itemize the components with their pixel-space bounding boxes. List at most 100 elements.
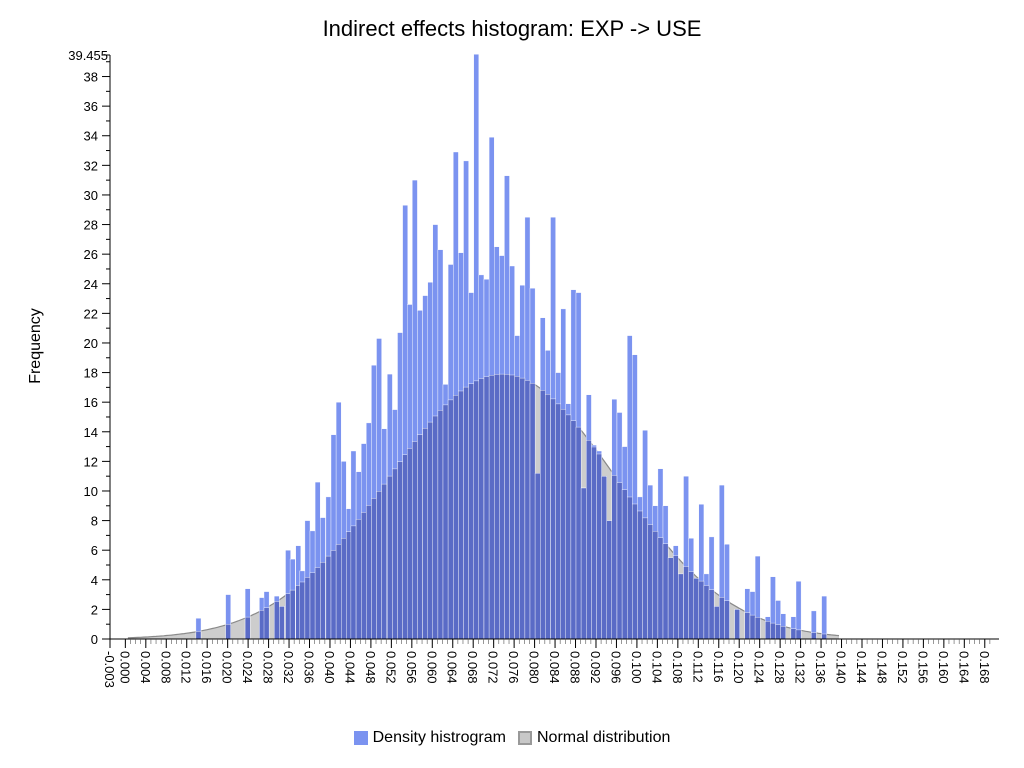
overlap-bar — [647, 524, 654, 640]
chart-title: Indirect effects histogram: EXP -> USE — [323, 16, 702, 41]
overlap-bar — [473, 380, 480, 640]
overlap-bar — [611, 475, 618, 640]
y-tick-label: 34 — [84, 129, 98, 144]
overlap-bar — [195, 631, 202, 640]
y-tick-label: 26 — [84, 247, 98, 262]
overlap-bar — [580, 487, 587, 640]
histogram-chart: Indirect effects histogram: EXP -> USE F… — [27, 16, 999, 688]
overlap-bar — [765, 621, 771, 640]
y-tick-label: 14 — [84, 425, 98, 440]
x-tick-label: 0.044 — [342, 651, 357, 684]
y-tick-label: 4 — [91, 573, 98, 588]
overlap-bar — [468, 383, 474, 640]
x-tick-label: 0.012 — [179, 651, 194, 684]
x-tick-label: 0.104 — [649, 651, 664, 684]
overlap-bar — [314, 567, 321, 640]
x-tick-label: 0.004 — [138, 651, 153, 684]
overlap-bar — [366, 505, 372, 640]
x-tick-label: 0.112 — [690, 651, 705, 683]
overlap-bar — [371, 498, 377, 640]
x-tick-label: 0.028 — [261, 651, 276, 684]
overlap-bar — [724, 600, 730, 640]
overlap-bar — [299, 581, 306, 640]
overlap-bar — [790, 628, 797, 640]
overlap-bar — [540, 390, 546, 640]
overlap-bar — [529, 383, 536, 640]
overlap-bar — [463, 386, 469, 640]
x-tick-label: 0.148 — [875, 651, 890, 684]
overlap-bar — [780, 626, 787, 640]
overlap-bar — [591, 446, 597, 640]
overlap-bar — [524, 380, 531, 640]
overlap-bar — [565, 414, 572, 640]
overlap-bar — [616, 482, 623, 640]
overlap-bar — [703, 585, 710, 640]
x-tick-label: 0.124 — [752, 651, 767, 684]
y-tick-label: 8 — [91, 514, 98, 529]
overlap-bar — [596, 453, 602, 640]
y-tick-label: 20 — [84, 336, 98, 351]
overlap-bar — [387, 475, 393, 640]
overlap-bar — [458, 390, 464, 640]
overlap-bar — [320, 562, 326, 640]
overlap-bar — [652, 531, 659, 640]
overlap-bar — [499, 373, 505, 640]
overlap-bar — [560, 409, 567, 640]
x-tick-label: 0.156 — [915, 651, 930, 684]
x-tick-label: 0.052 — [383, 651, 398, 684]
y-tick-label: 16 — [84, 395, 98, 410]
x-tick-label: 0.000 — [117, 651, 132, 684]
overlap-bar — [698, 580, 705, 640]
x-tick-label: -0.003 — [102, 651, 117, 688]
histogram-bar — [821, 595, 827, 640]
x-tick-label: 0.160 — [936, 651, 951, 684]
overlap-bar — [442, 404, 449, 640]
overlap-bar — [488, 375, 495, 640]
overlap-bar — [259, 610, 265, 640]
overlap-bar — [483, 376, 490, 640]
overlap-bar — [397, 461, 403, 640]
x-tick-label: 0.088 — [568, 651, 583, 684]
y-max-label: 39.455 — [68, 48, 108, 63]
overlap-layer — [195, 373, 827, 640]
overlap-bar — [494, 374, 500, 640]
axes-layer: 0246810121416182022242628303234363839.45… — [68, 48, 999, 688]
x-tick-label: 0.128 — [772, 651, 787, 684]
overlap-bar — [627, 496, 633, 640]
y-tick-label: 0 — [91, 632, 98, 647]
overlap-bar — [350, 525, 357, 640]
overlap-bar — [341, 538, 347, 640]
overlap-bar — [811, 632, 817, 640]
overlap-bar — [575, 426, 582, 640]
overlap-bar — [376, 491, 382, 640]
overlap-bar — [325, 555, 332, 640]
overlap-bar — [667, 557, 674, 640]
overlap-bar — [279, 606, 285, 640]
x-tick-label: 0.168 — [977, 651, 992, 684]
x-tick-label: 0.116 — [711, 651, 726, 683]
legend-item-normal[interactable]: Normal distribution — [517, 729, 670, 747]
legend-label-density: Density histrogram — [372, 729, 506, 746]
x-tick-label: 0.036 — [302, 651, 317, 684]
y-tick-label: 28 — [84, 218, 98, 233]
overlap-bar — [678, 573, 684, 640]
legend-item-density[interactable]: Density histrogram — [353, 729, 506, 747]
overlap-bar — [606, 520, 613, 640]
x-tick-label: 0.120 — [731, 651, 746, 684]
x-tick-label: 0.140 — [834, 651, 849, 684]
overlap-bar — [346, 531, 352, 640]
x-tick-label: 0.084 — [547, 651, 562, 684]
overlap-bar — [534, 473, 541, 640]
overlap-bar — [412, 441, 418, 640]
overlap-bar — [274, 601, 280, 640]
overlap-bar — [754, 617, 761, 640]
x-tick-label: 0.096 — [608, 651, 623, 684]
y-tick-label: 2 — [91, 602, 98, 617]
x-tick-label: 0.152 — [895, 651, 910, 684]
overlap-bar — [407, 448, 413, 640]
overlap-bar — [309, 572, 316, 640]
x-tick-label: 0.136 — [813, 651, 828, 684]
overlap-bar — [775, 624, 781, 640]
overlap-bar — [304, 577, 311, 640]
legend-swatch-density — [353, 731, 368, 745]
